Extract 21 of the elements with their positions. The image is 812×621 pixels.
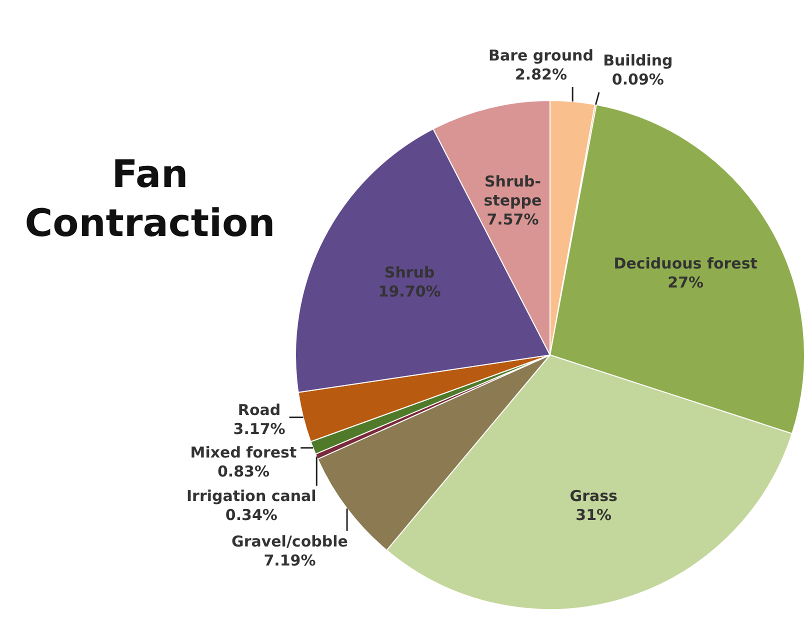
data-label: 7.57% — [486, 210, 539, 229]
data-label: 0.09% — [612, 70, 664, 89]
text: Fan Contraction — [24, 151, 276, 248]
slice-label: Mixed forest — [190, 443, 297, 462]
slice-label: Shrub-steppe — [484, 172, 542, 210]
data-label: 7.19% — [264, 551, 316, 570]
data-label: 31% — [576, 506, 612, 524]
data-label: 27% — [668, 274, 704, 292]
slice-label: Irrigation canal — [186, 487, 316, 506]
slice-label: Shrub — [384, 263, 435, 282]
data-label: 19.70% — [378, 282, 441, 300]
data-label: 3.17% — [233, 420, 286, 438]
slice-label: Gravel/cobble — [232, 532, 348, 550]
slice-label: Bare ground — [488, 46, 594, 64]
data-label: 0.34% — [225, 506, 278, 524]
slice-label: Deciduous forest — [614, 254, 758, 273]
data-label: 0.83% — [217, 462, 270, 480]
data-label: 2.82% — [514, 65, 568, 84]
slice-label: Grass — [570, 487, 618, 506]
slice-label: Building — [603, 52, 673, 70]
slice-label: Road — [238, 401, 281, 420]
